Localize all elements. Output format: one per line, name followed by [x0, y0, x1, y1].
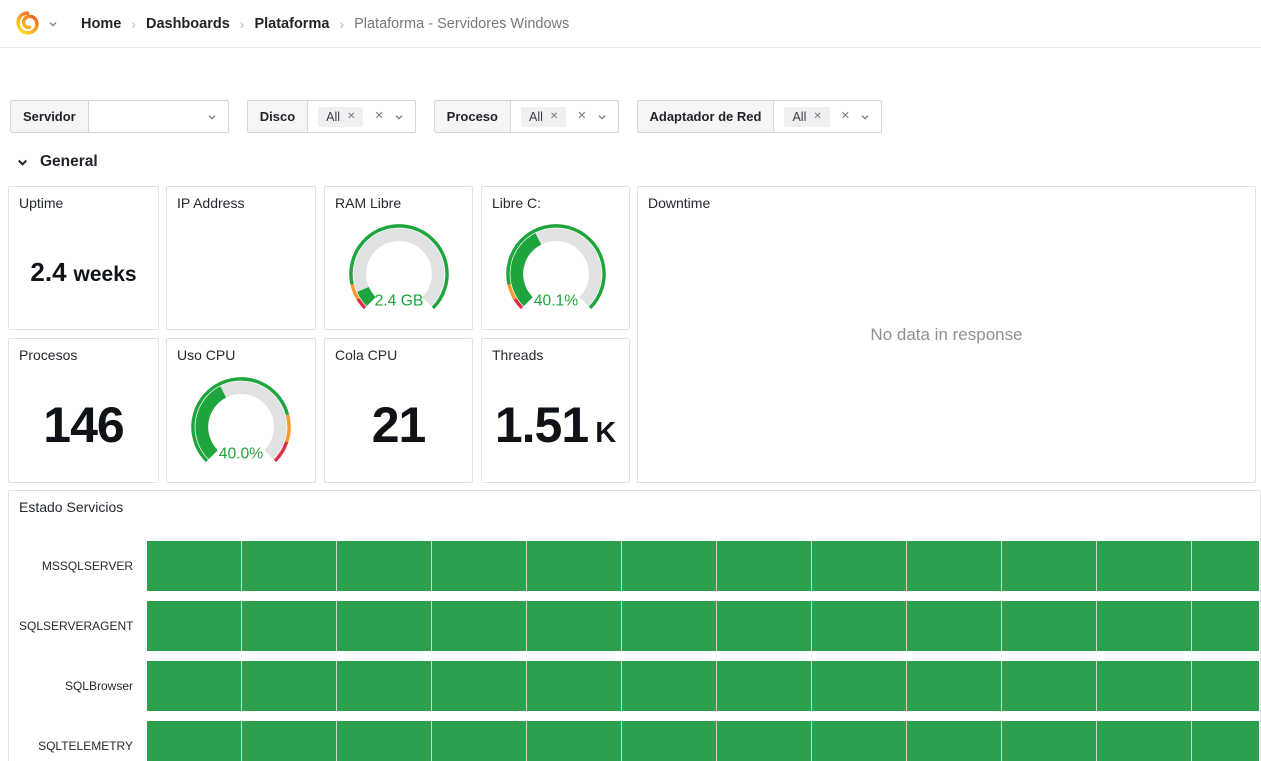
panel-title[interactable]: Libre C: [482, 187, 629, 211]
breadcrumb-separator: › [131, 16, 136, 32]
stat-value-group: 146 [43, 396, 123, 454]
org-chevron-down-icon[interactable] [47, 18, 59, 30]
stat-unit: K [595, 417, 616, 450]
no-data-message: No data in response [638, 187, 1255, 482]
timeline-row: SQLSERVERAGENT [19, 601, 1259, 651]
row-section-general[interactable]: General [16, 153, 98, 171]
breadcrumb-home[interactable]: Home [81, 16, 121, 32]
timeline-row: SQLBrowser [19, 661, 1259, 711]
filter-adaptador-select[interactable]: All ✕ ✕ [773, 100, 882, 133]
stat-unit: weeks [74, 263, 137, 287]
remove-option-icon[interactable]: ✕ [347, 112, 355, 122]
stat-value-group: 2.4 weeks [30, 257, 136, 288]
gauge-ram-libre: 2.4 GB [325, 213, 472, 327]
clear-all-icon[interactable]: ✕ [841, 111, 850, 122]
remove-option-icon[interactable]: ✕ [813, 112, 821, 122]
panel-threads: Threads 1.51 K [481, 338, 630, 483]
top-nav: Home › Dashboards › Plataforma › Platafo… [0, 0, 1261, 48]
filter-disco-select[interactable]: All ✕ ✕ [307, 100, 416, 133]
filter-proceso-label: Proceso [434, 100, 510, 133]
breadcrumb-plataforma[interactable]: Plataforma [254, 16, 329, 32]
filter-servidor-label: Servidor [10, 100, 88, 133]
breadcrumb-separator: › [339, 16, 344, 32]
chevron-down-icon[interactable] [206, 111, 218, 123]
stat-value: 1.51 [495, 396, 588, 454]
panel-title[interactable]: Procesos [9, 339, 158, 363]
panel-title[interactable]: Threads [482, 339, 629, 363]
gauge-value-text: 2.4 GB [374, 292, 423, 309]
chevron-down-icon[interactable] [393, 111, 405, 123]
grafana-logo-icon[interactable] [14, 10, 41, 37]
gauge-value-text: 40.1% [533, 292, 578, 309]
panel-title[interactable]: RAM Libre [325, 187, 472, 211]
filter-bar: Servidor Disco All ✕ ✕ Proceso All ✕ [10, 100, 882, 133]
stat-value: 2.4 [30, 257, 66, 288]
stat-value-group: 1.51 K [495, 396, 616, 454]
timeline-row: SQLTELEMETRY [19, 721, 1259, 761]
panel-title[interactable]: Uso CPU [167, 339, 315, 363]
filter-adaptador-label: Adaptador de Red [637, 100, 774, 133]
breadcrumb: Home › Dashboards › Plataforma › Platafo… [81, 16, 569, 32]
panel-ram-libre: RAM Libre 2.4 GB [324, 186, 473, 330]
stat-value: 146 [43, 396, 123, 454]
timeline-row: MSSQLSERVER [19, 541, 1259, 591]
clear-all-icon[interactable]: ✕ [577, 111, 586, 122]
panel-title[interactable]: Uptime [9, 187, 158, 211]
service-name-label: SQLTELEMETRY [19, 739, 147, 753]
stat-value: 21 [372, 396, 426, 454]
panel-procesos: Procesos 146 [8, 338, 159, 483]
panel-estado-servicios: Estado Servicios MSSQLSERVER SQLSERVERAGE… [8, 490, 1261, 761]
service-name-label: SQLSERVERAGENT [19, 619, 147, 633]
timeline-rows: MSSQLSERVER SQLSERVERAGENT SQLBrowser SQLTE… [19, 541, 1259, 761]
panel-cola-cpu: Cola CPU 21 [324, 338, 473, 483]
service-state-bar [147, 661, 1259, 711]
breadcrumb-current: Plataforma - Servidores Windows [354, 16, 569, 32]
chevron-down-icon[interactable] [859, 111, 871, 123]
panel-uso-cpu: Uso CPU 40.0% [166, 338, 316, 483]
filter-servidor-select[interactable] [88, 100, 229, 133]
filter-servidor: Servidor [10, 100, 229, 133]
gauge-libre-c: 40.1% [482, 213, 629, 327]
clear-all-icon[interactable]: ✕ [374, 111, 383, 122]
pill-label: All [792, 110, 806, 124]
panel-uptime: Uptime 2.4 weeks [8, 186, 159, 330]
breadcrumb-dashboards[interactable]: Dashboards [146, 16, 230, 32]
stat-value-group: 21 [372, 396, 426, 454]
remove-option-icon[interactable]: ✕ [550, 112, 558, 122]
chevron-down-icon[interactable] [596, 111, 608, 123]
filter-adaptador-de-red: Adaptador de Red All ✕ ✕ [637, 100, 882, 133]
service-name-label: MSSQLSERVER [19, 559, 147, 573]
panel-ip-address: IP Address [166, 186, 316, 330]
service-state-bar [147, 601, 1259, 651]
panel-title[interactable]: Estado Servicios [9, 491, 1260, 515]
filter-disco: Disco All ✕ ✕ [247, 100, 416, 133]
pill-label: All [326, 110, 340, 124]
section-title: General [40, 153, 98, 171]
service-name-label: SQLBrowser [19, 679, 147, 693]
filter-disco-label: Disco [247, 100, 307, 133]
selected-option-pill[interactable]: All ✕ [784, 107, 829, 127]
panel-title[interactable]: IP Address [167, 187, 315, 211]
gauge-uso-cpu: 40.0% [167, 365, 315, 480]
gauge-value-text: 40.0% [219, 445, 264, 462]
panel-title[interactable]: Cola CPU [325, 339, 472, 363]
selected-option-pill[interactable]: All ✕ [521, 107, 566, 127]
filter-proceso-select[interactable]: All ✕ ✕ [510, 100, 619, 133]
panel-downtime: Downtime No data in response [637, 186, 1256, 483]
chevron-down-icon [16, 156, 29, 169]
breadcrumb-separator: › [240, 16, 245, 32]
grafana-dashboard: { "nav": { "breadcrumb": [ { "label": "H… [0, 0, 1261, 761]
filter-proceso: Proceso All ✕ ✕ [434, 100, 619, 133]
service-state-bar [147, 721, 1259, 761]
pill-label: All [529, 110, 543, 124]
selected-option-pill[interactable]: All ✕ [318, 107, 363, 127]
service-state-bar [147, 541, 1259, 591]
panel-libre-c: Libre C: 40.1% [481, 186, 630, 330]
